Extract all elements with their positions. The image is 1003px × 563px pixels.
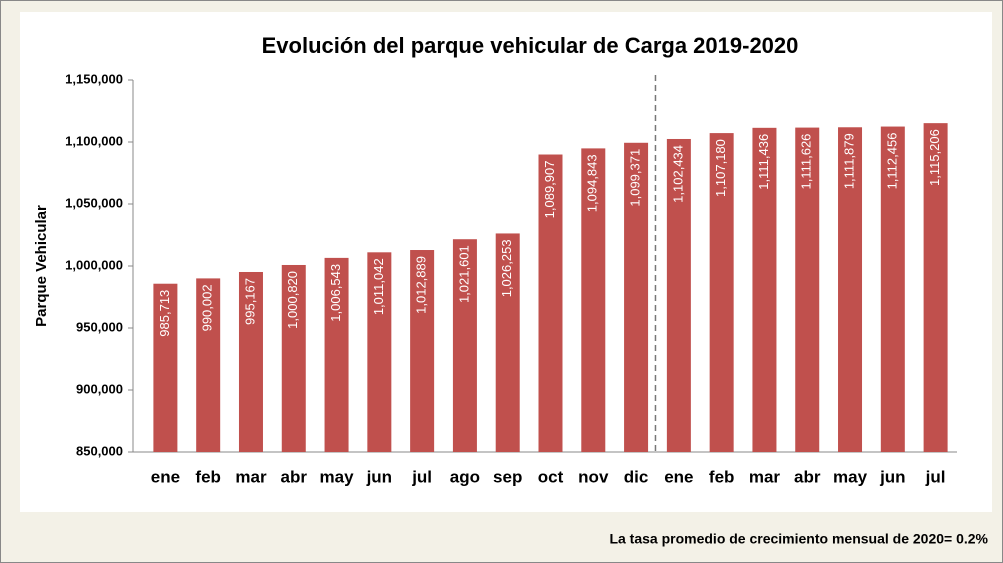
y-tick-label: 1,000,000 (65, 257, 123, 272)
bar (624, 142, 649, 452)
value-label: 1,099,371 (628, 149, 643, 207)
x-tick-label: mar (235, 467, 267, 486)
x-tick-label: ago (450, 467, 480, 486)
y-axis-label: Parque Vehicular (33, 205, 50, 327)
y-tick-label: 1,050,000 (65, 195, 123, 210)
bar (196, 278, 221, 452)
value-label: 1,112,456 (884, 133, 899, 190)
bar (324, 257, 349, 452)
value-label: 1,021,601 (456, 245, 471, 303)
x-tick-label: oct (538, 467, 564, 486)
value-label: 995,167 (242, 278, 257, 325)
bar (709, 133, 734, 452)
value-label: 1,111,626 (799, 134, 814, 190)
x-tick-label: feb (709, 467, 735, 486)
bar (281, 264, 306, 452)
y-tick-label: 1,150,000 (65, 71, 123, 86)
x-tick-label: jul (411, 467, 432, 486)
y-tick-label: 900,000 (76, 381, 123, 396)
bar (238, 271, 263, 452)
bar (880, 126, 905, 452)
bar (538, 154, 563, 452)
x-tick-label: dic (624, 467, 649, 486)
value-label: 985,713 (157, 290, 172, 337)
value-label: 1,107,180 (713, 139, 728, 197)
y-tick-label: 850,000 (76, 443, 123, 458)
x-tick-label: abr (794, 467, 821, 486)
x-tick-label: sep (493, 467, 522, 486)
bar (795, 127, 820, 452)
y-tick-label: 950,000 (76, 319, 123, 334)
bar (495, 233, 520, 452)
bar (410, 250, 435, 452)
bar (153, 283, 178, 452)
value-label: 1,012,889 (414, 256, 429, 314)
x-tick-label: abr (281, 467, 308, 486)
value-label: 1,000,820 (285, 271, 300, 329)
x-tick-label: jun (879, 467, 906, 486)
bar (838, 127, 863, 452)
bar (752, 127, 777, 452)
bar (581, 148, 606, 452)
value-label: 1,011,042 (371, 258, 386, 315)
annotation: La tasa promedio de crecimiento mensual … (609, 531, 988, 547)
bar (452, 239, 477, 452)
x-tick-label: nov (578, 467, 609, 486)
value-label: 1,094,843 (585, 154, 600, 212)
x-tick-label: feb (195, 467, 221, 486)
value-label: 1,111,436 (756, 134, 771, 190)
value-label: 1,115,206 (927, 129, 942, 186)
x-tick-label: jul (925, 467, 946, 486)
value-label: 990,002 (200, 284, 215, 331)
x-tick-label: ene (151, 467, 180, 486)
chart-title: Evolución del parque vehicular de Carga … (262, 33, 799, 58)
value-label: 1,026,253 (499, 239, 514, 297)
x-tick-label: ene (664, 467, 693, 486)
x-tick-label: may (320, 467, 355, 486)
bar (923, 123, 948, 452)
value-label: 1,102,434 (670, 145, 685, 203)
bar (666, 138, 691, 452)
value-label: 1,006,543 (328, 264, 343, 322)
x-tick-label: jun (366, 467, 393, 486)
bar (367, 252, 392, 452)
x-tick-label: mar (749, 467, 781, 486)
y-tick-label: 1,100,000 (65, 133, 123, 148)
value-label: 1,111,879 (841, 133, 856, 189)
value-label: 1,089,907 (542, 161, 557, 219)
x-tick-label: may (833, 467, 868, 486)
